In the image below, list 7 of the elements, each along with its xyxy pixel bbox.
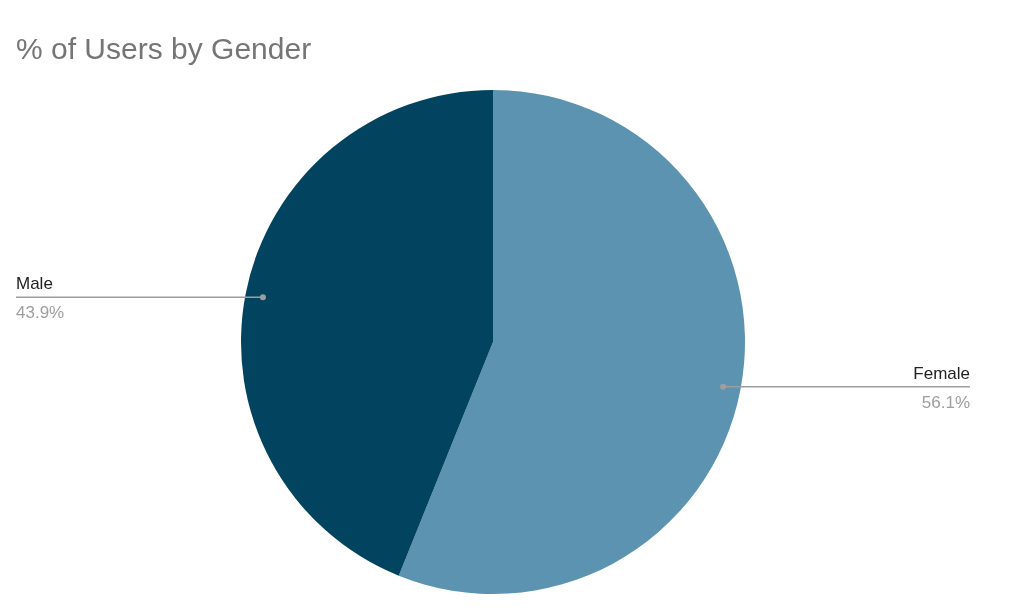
slice-label: Female: [913, 363, 970, 383]
pie-slice: [398, 90, 745, 594]
data-label: 56.1%: [921, 392, 970, 412]
data-label: 43.9%: [16, 303, 65, 323]
slice-label: Male: [16, 274, 53, 294]
chart-title: % of Users by Gender: [16, 32, 312, 65]
pie-slice: [241, 90, 493, 576]
